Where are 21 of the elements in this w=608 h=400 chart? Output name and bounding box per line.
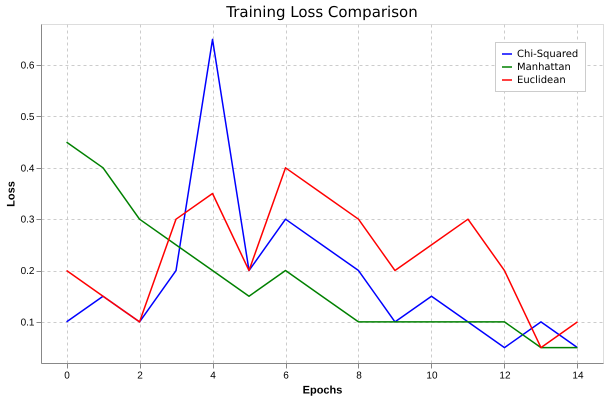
y-tick-label: 0.4 <box>20 163 35 174</box>
x-tick-label: 2 <box>137 370 144 382</box>
x-tick-label: 12 <box>499 370 511 382</box>
y-tick-label: 0.6 <box>20 60 35 72</box>
y-tick-label: 0.2 <box>20 266 35 278</box>
x-axis-title: Epochs <box>302 384 342 396</box>
x-tick-label: 14 <box>572 370 584 382</box>
x-tick-label: 4 <box>210 370 216 382</box>
x-tick-label: 0 <box>64 370 70 382</box>
chart-title: Training Loss Comparison <box>225 3 418 21</box>
y-tick-label: 0.5 <box>20 112 35 123</box>
x-tick-label: 8 <box>356 370 362 382</box>
y-axis-title: Loss <box>6 181 18 207</box>
y-tick-label: 0.3 <box>20 214 35 226</box>
y-tick-label: 0.1 <box>20 317 35 328</box>
legend-label: Euclidean <box>517 75 566 86</box>
line-series <box>66 38 578 348</box>
x-tick-label: 6 <box>283 370 290 382</box>
legend-label: Manhattan <box>517 62 571 73</box>
x-tick-label: 10 <box>426 370 438 382</box>
legend-label: Chi-Squared <box>517 49 578 60</box>
